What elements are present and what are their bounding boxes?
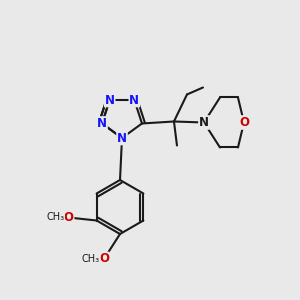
Text: N: N [105,94,115,106]
Text: N: N [117,131,127,145]
Text: O: O [239,116,249,129]
Text: CH₃: CH₃ [82,254,100,264]
Text: CH₃: CH₃ [46,212,65,223]
Text: N: N [199,116,209,129]
Text: N: N [97,117,107,130]
Text: N: N [129,94,139,106]
Text: O: O [64,211,74,224]
Text: O: O [99,253,109,266]
